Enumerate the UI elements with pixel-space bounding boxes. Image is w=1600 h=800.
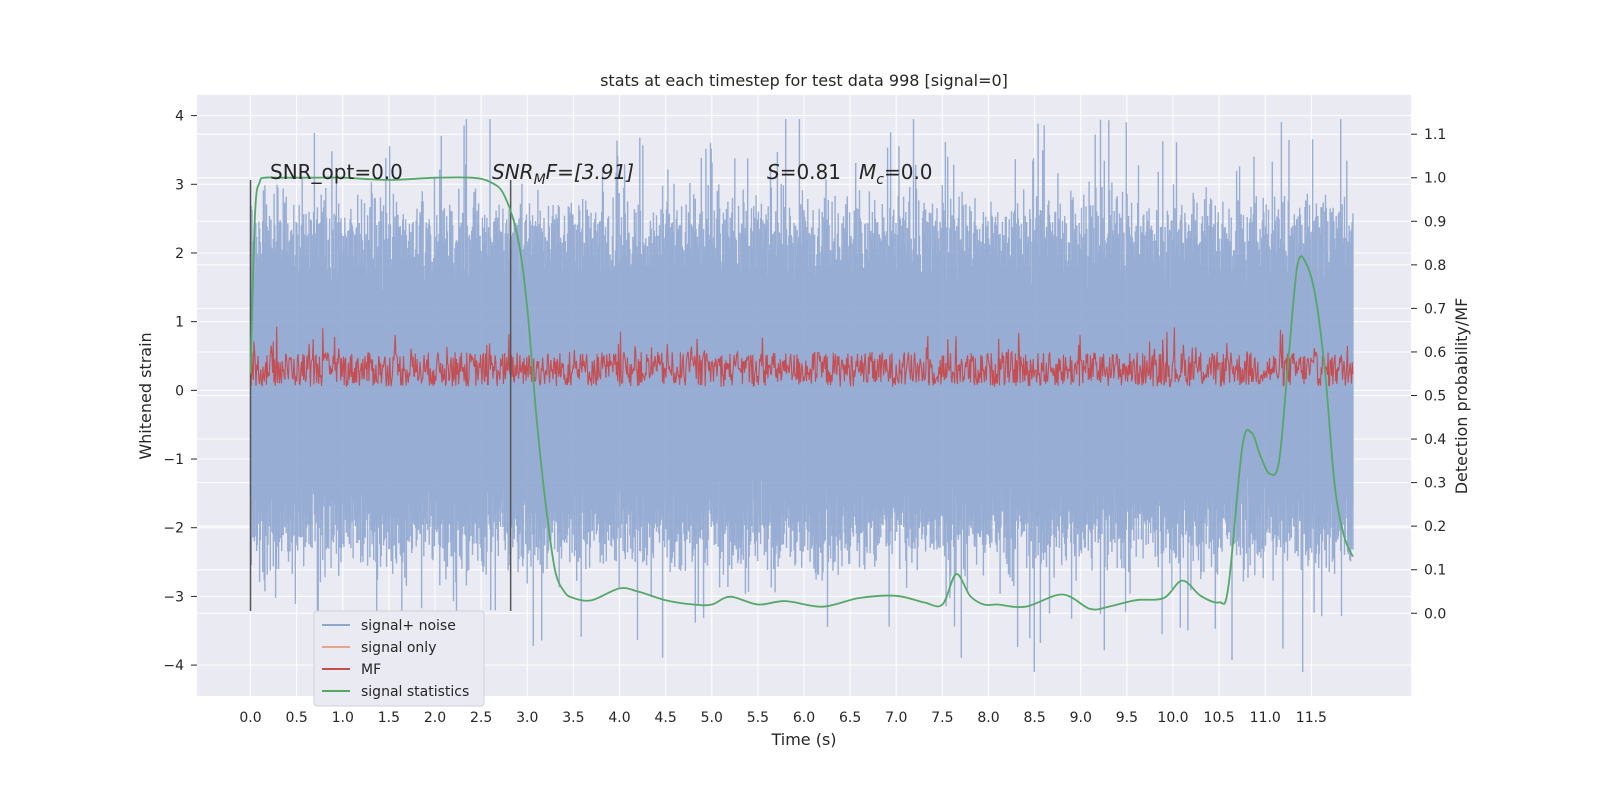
x-tick-9: 4.5: [654, 710, 676, 726]
y-tick-right-9: 0.2: [1424, 519, 1446, 535]
y-tick-right-7: 0.4: [1424, 432, 1446, 448]
y-tick-left-1: 3: [175, 177, 184, 193]
y-tick-right-5: 0.6: [1424, 345, 1446, 361]
x-tick-13: 6.5: [839, 710, 861, 726]
x-tick-22: 11.0: [1250, 710, 1281, 726]
y-tick-right-6: 0.5: [1424, 389, 1446, 405]
y-axis-label-left: Whitened strain: [136, 332, 155, 459]
x-tick-8: 4.0: [608, 710, 630, 726]
signal-statistics-trace: [249, 176, 1354, 611]
legend-label-signal: signal only: [361, 640, 436, 656]
y-tick-right-8: 0.3: [1424, 476, 1446, 492]
x-axis-label: Time (s): [770, 730, 836, 749]
annotation-mc-sub: c: [876, 172, 884, 188]
legend-label-mf: MF: [361, 662, 381, 678]
y-tick-left-2: 2: [175, 246, 184, 262]
y-tick-left-5: −1: [163, 452, 184, 468]
annotation-s: S=0.81: [767, 160, 841, 184]
y-tick-left-6: −2: [163, 521, 184, 537]
legend-label-stats: signal statistics: [361, 684, 469, 700]
y-tick-right-10: 0.1: [1424, 563, 1446, 579]
x-tick-19: 9.5: [1116, 710, 1138, 726]
x-tick-7: 3.5: [562, 710, 584, 726]
annotation-mc: Mc=0.0: [859, 160, 933, 188]
y-tick-left-0: 4: [175, 109, 184, 125]
y-tick-right-0: 1.1: [1424, 127, 1446, 143]
legend-label-noise: signal+ noise: [361, 618, 456, 634]
x-tick-11: 5.5: [747, 710, 769, 726]
annotation-s-main: S: [767, 160, 780, 184]
y-tick-left-7: −3: [163, 589, 184, 605]
signal-statistics-series: [249, 176, 1354, 611]
y-tick-right-1: 1.0: [1424, 171, 1446, 187]
x-tick-16: 8.0: [977, 710, 999, 726]
y-tick-right-3: 0.8: [1424, 258, 1446, 274]
chart-title: stats at each timestep for test data 998…: [600, 71, 1008, 90]
x-tick-0: 0.0: [239, 710, 261, 726]
annotation-mc-main: M: [859, 160, 876, 184]
x-tick-14: 7.0: [885, 710, 907, 726]
x-tick-5: 2.5: [470, 710, 492, 726]
y-tick-left-8: −4: [163, 658, 184, 674]
x-tick-6: 3.0: [516, 710, 538, 726]
y-tick-right-4: 0.7: [1424, 301, 1446, 317]
annotation-snr-mf-sub: M: [534, 172, 546, 188]
x-tick-2: 1.0: [332, 710, 354, 726]
legend: signal+ noise signal only MF signal stat…: [313, 610, 485, 707]
vertical-markers: [249, 180, 512, 611]
annotation-mc-rest: =0.0: [884, 160, 933, 184]
x-tick-3: 1.5: [378, 710, 400, 726]
y-tick-left-4: 0: [175, 383, 184, 399]
y-tick-right-2: 0.9: [1424, 214, 1446, 230]
mf-trace: [249, 326, 1354, 388]
x-tick-17: 8.5: [1023, 710, 1045, 726]
y-tick-left-3: 1: [175, 315, 184, 331]
annotation-snr-opt: SNR_opt=0.0: [270, 160, 403, 184]
annotation-snr-mf-rest: F=[3.91]: [546, 160, 634, 184]
x-tick-1: 0.5: [285, 710, 307, 726]
annotation-snr-mf-main: SNR: [492, 160, 534, 184]
legend-box: [313, 610, 485, 707]
x-tick-23: 11.5: [1296, 710, 1327, 726]
annotation-s-rest: =0.81: [780, 160, 841, 184]
y-axis-label-right: Detection probability/MF: [1452, 298, 1471, 495]
x-tick-10: 5.0: [701, 710, 723, 726]
x-tick-15: 7.5: [931, 710, 953, 726]
mf-series: [249, 326, 1354, 388]
x-tick-4: 2.0: [424, 710, 446, 726]
y-tick-right-11: 0.0: [1424, 606, 1446, 622]
x-tick-21: 10.5: [1204, 710, 1235, 726]
x-tick-20: 10.0: [1157, 710, 1188, 726]
tick-labels: 0.0 0.5 1.0 1.5 2.0 2.5 3.0 3.5 4.0 4.5 5.0 5.5 6.0 6…: [163, 109, 1446, 726]
annotation-snr-mf: SNRMF=[3.91]: [492, 160, 634, 188]
x-tick-12: 6.0: [793, 710, 815, 726]
x-tick-18: 9.0: [1070, 710, 1092, 726]
